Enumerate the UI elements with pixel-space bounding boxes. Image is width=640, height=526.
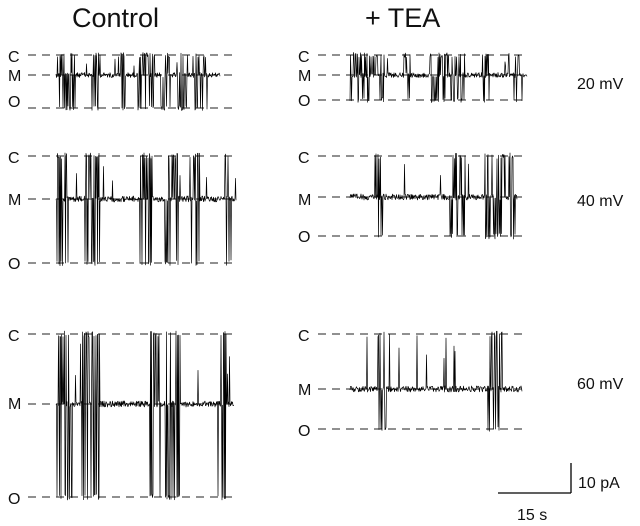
left-row1-closed-label: C <box>8 49 20 66</box>
left-row3-mid-label: M <box>8 396 21 413</box>
tea-40mv-trace <box>349 152 518 240</box>
voltage-label-60mv: 60 mV <box>577 376 624 393</box>
left-row1-open-label: O <box>8 94 20 111</box>
tea-20mv-trace <box>349 52 528 103</box>
control-60mv-trace <box>55 330 235 501</box>
current-scale-label: 10 pA <box>578 475 620 492</box>
reference-dashed-lines <box>28 54 528 498</box>
tea-60mv-trace <box>349 330 523 432</box>
scale-bar: 10 pA 15 s <box>498 463 620 524</box>
control-20mv-trace <box>55 52 221 111</box>
right-row1-mid-label: M <box>298 68 311 85</box>
left-row3-open-label: O <box>8 491 20 508</box>
tea-header: + TEA <box>365 3 440 33</box>
left-row2-closed-label: C <box>8 150 20 167</box>
right-row3-open-label: O <box>298 423 310 440</box>
left-row1-mid-label: M <box>8 68 21 85</box>
right-row1-closed-label: C <box>298 49 310 66</box>
left-row3-closed-label: C <box>8 328 20 345</box>
right-row2-mid-label: M <box>298 192 311 209</box>
left-row2-open-label: O <box>8 256 20 273</box>
left-row2-mid-label: M <box>8 192 21 209</box>
voltage-label-40mv: 40 mV <box>577 193 624 210</box>
time-scale-label: 15 s <box>517 507 547 524</box>
current-traces <box>55 52 528 501</box>
right-row3-mid-label: M <box>298 382 311 399</box>
control-header: Control <box>72 3 159 33</box>
right-row2-closed-label: C <box>298 150 310 167</box>
right-row2-open-label: O <box>298 229 310 246</box>
right-row3-closed-label: C <box>298 328 310 345</box>
right-row1-open-label: O <box>298 93 310 110</box>
control-40mv-trace <box>55 152 237 267</box>
voltage-label-20mv: 20 mV <box>577 76 624 93</box>
